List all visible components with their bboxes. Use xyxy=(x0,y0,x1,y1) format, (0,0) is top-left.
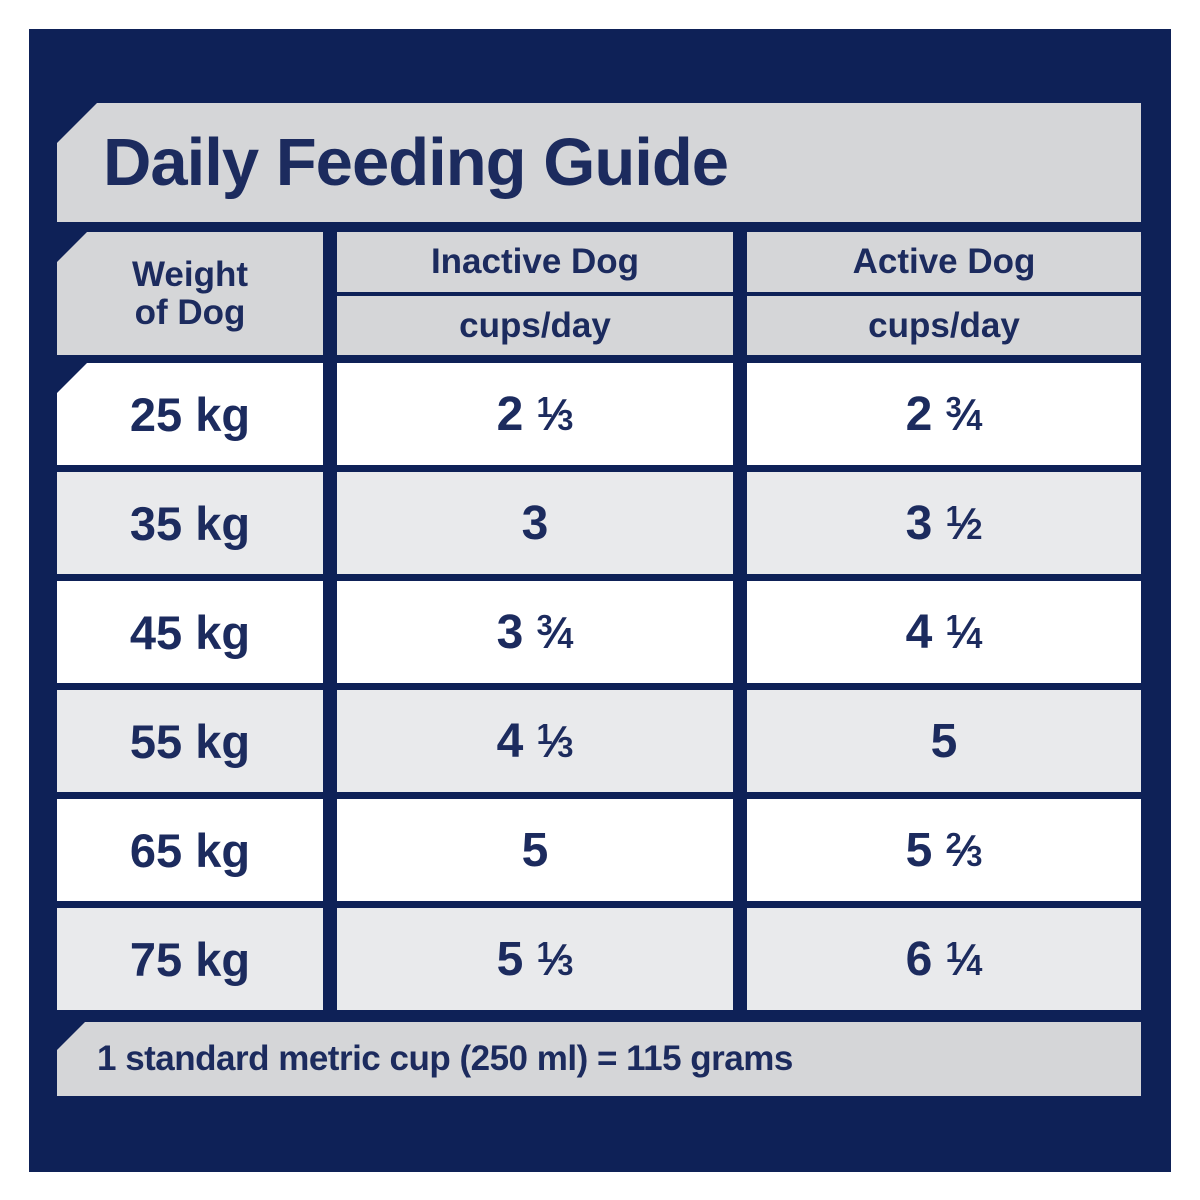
table-body: 25 kg 2 1⁄3 2 3⁄4 35 kg 3 3 1⁄2 45 kg 3 3⁄4 4 1⁄… xyxy=(57,363,1141,1010)
weight-of-dog-header: Weight of Dog xyxy=(57,232,323,355)
inactive-cups-cell: 2 1⁄3 xyxy=(337,363,733,465)
weight-cell: 75 kg xyxy=(57,908,323,1010)
inactive-cups-cell: 5 1⁄3 xyxy=(337,908,733,1010)
active-cups-cell: 6 1⁄4 xyxy=(747,908,1141,1010)
inactive-cups-cell: 5 xyxy=(337,799,733,901)
table-row: 55 kg 4 1⁄3 5 xyxy=(57,690,1141,792)
weight-cell: 35 kg xyxy=(57,472,323,574)
table-row: 65 kg 5 5 2⁄3 xyxy=(57,799,1141,901)
weight-cell: 25 kg xyxy=(57,363,323,465)
active-cups-cell: 5 2⁄3 xyxy=(747,799,1141,901)
weight-header-line2: of Dog xyxy=(134,292,246,332)
active-cups-subheader: cups/day xyxy=(747,296,1141,355)
active-cups-cell: 5 xyxy=(747,690,1141,792)
active-dog-column-header: Active Dog cups/day xyxy=(747,232,1141,355)
active-dog-header: Active Dog xyxy=(747,232,1141,292)
inactive-cups-cell: 3 3⁄4 xyxy=(337,581,733,683)
inactive-dog-column-header: Inactive Dog cups/day xyxy=(337,232,733,355)
footer-note-band: 1 standard metric cup (250 ml) = 115 gra… xyxy=(57,1022,1141,1096)
weight-header-line1: Weight xyxy=(131,255,248,295)
weight-cell: 65 kg xyxy=(57,799,323,901)
table-row: 45 kg 3 3⁄4 4 1⁄4 xyxy=(57,581,1141,683)
footer-note: 1 standard metric cup (250 ml) = 115 gra… xyxy=(97,1039,793,1078)
navy-panel: Daily Feeding Guide Weight of Dog Inacti… xyxy=(29,29,1171,1172)
weight-cell: 55 kg xyxy=(57,690,323,792)
weight-cell: 45 kg xyxy=(57,581,323,683)
active-cups-cell: 2 3⁄4 xyxy=(747,363,1141,465)
inactive-cups-subheader: cups/day xyxy=(337,296,733,355)
title-band: Daily Feeding Guide xyxy=(57,103,1141,222)
inactive-cups-cell: 4 1⁄3 xyxy=(337,690,733,792)
table-row: 25 kg 2 1⁄3 2 3⁄4 xyxy=(57,363,1141,465)
active-cups-cell: 4 1⁄4 xyxy=(747,581,1141,683)
table-row: 75 kg 5 1⁄3 6 1⁄4 xyxy=(57,908,1141,1010)
table-header: Weight of Dog Inactive Dog cups/day Acti… xyxy=(57,232,1141,355)
table-row: 35 kg 3 3 1⁄2 xyxy=(57,472,1141,574)
inactive-dog-header: Inactive Dog xyxy=(337,232,733,292)
active-cups-cell: 3 1⁄2 xyxy=(747,472,1141,574)
page-title: Daily Feeding Guide xyxy=(103,125,729,200)
inactive-cups-cell: 3 xyxy=(337,472,733,574)
